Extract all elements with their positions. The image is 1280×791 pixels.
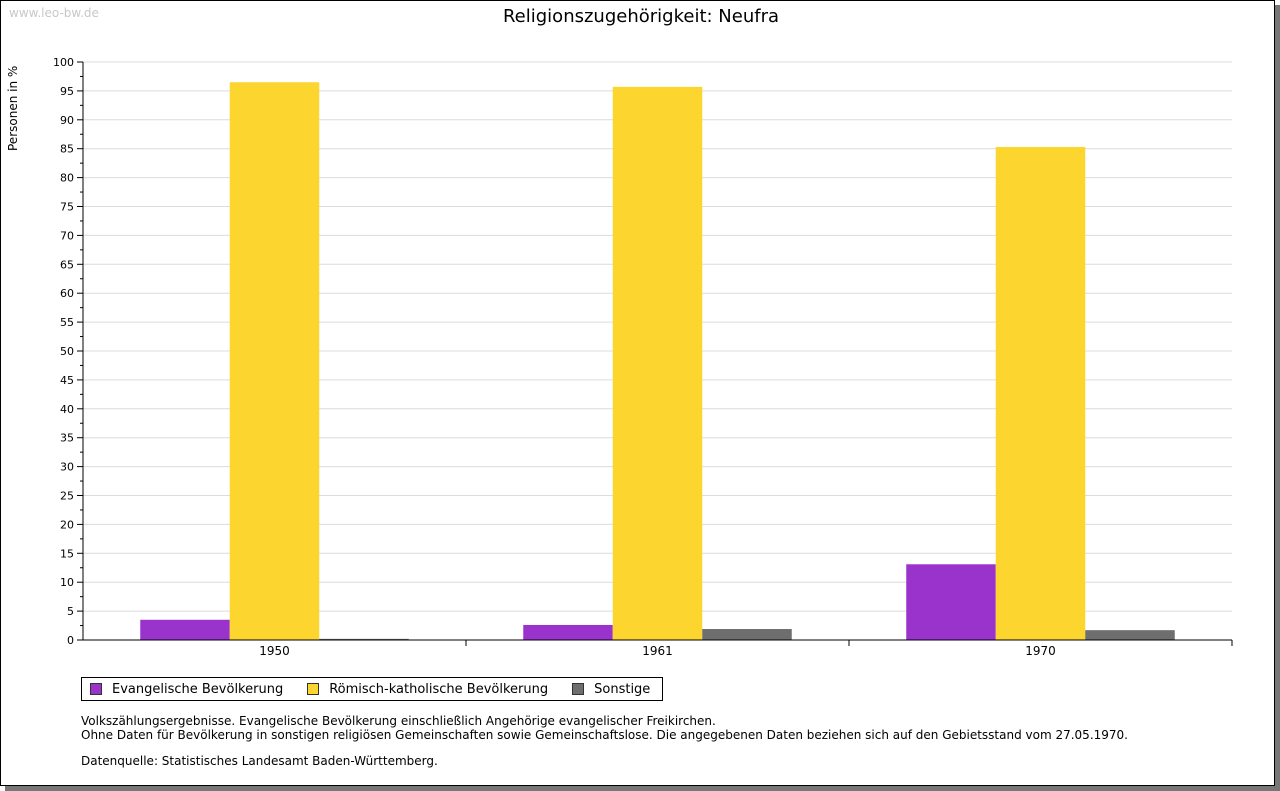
x-tick-label: 1950 xyxy=(259,644,290,658)
bar-1950-0 xyxy=(140,619,230,640)
y-tick-label: 80 xyxy=(60,172,74,185)
bar-1970-2 xyxy=(1085,630,1175,640)
legend-item: Sonstige xyxy=(572,682,650,697)
y-tick-label: 40 xyxy=(60,403,74,416)
y-tick-label: 95 xyxy=(60,85,74,98)
y-tick-label: 35 xyxy=(60,432,74,445)
y-tick-label: 70 xyxy=(60,229,74,242)
y-tick-label: 30 xyxy=(60,461,74,474)
legend-label: Evangelische Bevölkerung xyxy=(112,681,284,697)
y-tick-label: 0 xyxy=(67,634,74,647)
watermark: www.leo-bw.de xyxy=(9,6,99,20)
y-tick-label: 5 xyxy=(67,605,74,618)
y-tick-label: 60 xyxy=(60,287,74,300)
y-tick-label: 45 xyxy=(60,374,74,387)
bar-1950-1 xyxy=(229,82,320,641)
y-tick-label: 85 xyxy=(60,143,74,156)
x-tick-label: 1961 xyxy=(642,644,673,658)
y-tick-label: 10 xyxy=(60,576,74,589)
data-source: Datenquelle: Statistisches Landesamt Bad… xyxy=(81,754,438,768)
bar-1961-0 xyxy=(523,624,613,640)
legend: Evangelische Bevölkerung Römisch-katholis… xyxy=(81,677,664,701)
bar-1970-0 xyxy=(906,564,996,640)
legend-swatch xyxy=(307,683,320,695)
legend-item: Römisch-katholische Bevölkerung xyxy=(307,682,548,697)
legend-swatch xyxy=(90,683,102,695)
legend-item: Evangelische Bevölkerung xyxy=(90,682,283,697)
y-tick-label: 25 xyxy=(60,490,74,503)
y-tick-label: 90 xyxy=(60,114,74,127)
bar-1961-1 xyxy=(612,86,703,640)
bar-1961-2 xyxy=(702,629,792,640)
y-tick-label: 50 xyxy=(60,345,74,358)
y-tick-label: 75 xyxy=(60,201,74,214)
legend-label: Römisch-katholische Bevölkerung xyxy=(329,681,549,697)
x-tick-label: 1970 xyxy=(1025,644,1056,658)
chart-title: Religionszugehörigkeit: Neufra xyxy=(503,6,779,27)
note-line-1: Volkszählungsergebnisse. Evangelische Be… xyxy=(81,714,716,728)
bar-1970-1 xyxy=(995,146,1086,640)
y-tick-label: 20 xyxy=(60,518,74,531)
y-tick-label: 100 xyxy=(53,56,74,69)
y-tick-label: 65 xyxy=(60,258,74,271)
bar-1950-2 xyxy=(319,638,409,640)
y-tick-label: 55 xyxy=(60,316,74,329)
y-tick-label: 15 xyxy=(60,547,74,560)
y-axis-label: Personen in % xyxy=(6,66,20,151)
legend-label: Sonstige xyxy=(594,681,651,697)
note-line-2: Ohne Daten für Bevölkerung in sonstigen … xyxy=(81,728,1128,742)
legend-swatch xyxy=(572,683,585,695)
